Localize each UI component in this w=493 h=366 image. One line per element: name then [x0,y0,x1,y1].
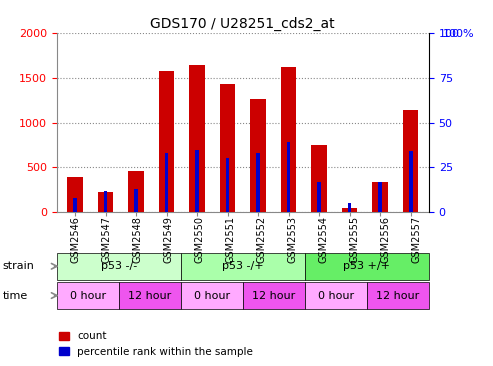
Bar [134,189,138,212]
Bar [305,253,429,280]
Y-axis label: 100%: 100% [443,29,474,40]
Legend: count, percentile rank within the sample: count, percentile rank within the sample [55,327,257,361]
Text: GSM2550: GSM2550 [194,216,205,263]
Text: p53 -/-: p53 -/- [101,261,137,271]
Text: GSM2549: GSM2549 [163,216,174,263]
Text: strain: strain [2,261,35,271]
Bar [220,84,235,212]
Text: p53 +/+: p53 +/+ [343,261,390,271]
Bar [403,110,418,212]
Bar [73,198,77,212]
Bar [181,253,305,280]
Text: GSM2551: GSM2551 [225,216,235,263]
Bar [189,65,205,212]
Text: GSM2555: GSM2555 [350,216,359,263]
Bar [159,71,174,212]
Text: GSM2548: GSM2548 [132,216,142,263]
Text: GSM2547: GSM2547 [102,216,111,263]
Text: time: time [2,291,28,300]
Bar [57,253,181,280]
Text: GSM2556: GSM2556 [381,216,390,263]
Bar [226,158,229,212]
Bar [57,282,119,309]
Text: GSM2552: GSM2552 [256,216,266,263]
Bar [165,153,169,212]
Bar [128,171,143,212]
Bar [367,282,429,309]
Text: 0 hour: 0 hour [70,291,106,300]
Bar [286,142,290,212]
Text: GSM2554: GSM2554 [318,216,328,263]
Bar [243,282,305,309]
Text: p53 -/+: p53 -/+ [222,261,264,271]
Bar [317,182,321,212]
Text: 12 hour: 12 hour [128,291,172,300]
Text: 12 hour: 12 hour [252,291,295,300]
Bar [68,177,83,212]
Text: GSM2546: GSM2546 [70,216,80,263]
Bar [181,282,243,309]
Bar [305,282,367,309]
Bar [373,182,387,212]
Bar [119,282,181,309]
Text: 0 hour: 0 hour [194,291,230,300]
Text: 12 hour: 12 hour [376,291,420,300]
Bar [342,208,357,212]
Bar [250,99,266,212]
Bar [348,203,352,212]
Bar [378,182,382,212]
Bar [195,150,199,212]
Bar [281,67,296,212]
Text: 0 hour: 0 hour [318,291,354,300]
Bar [256,153,260,212]
Bar [312,145,327,212]
Text: GSM2557: GSM2557 [412,216,422,263]
Text: GSM2553: GSM2553 [287,216,297,263]
Bar [98,192,113,212]
Bar [409,151,413,212]
Title: GDS170 / U28251_cds2_at: GDS170 / U28251_cds2_at [150,16,335,30]
Bar [104,191,107,212]
